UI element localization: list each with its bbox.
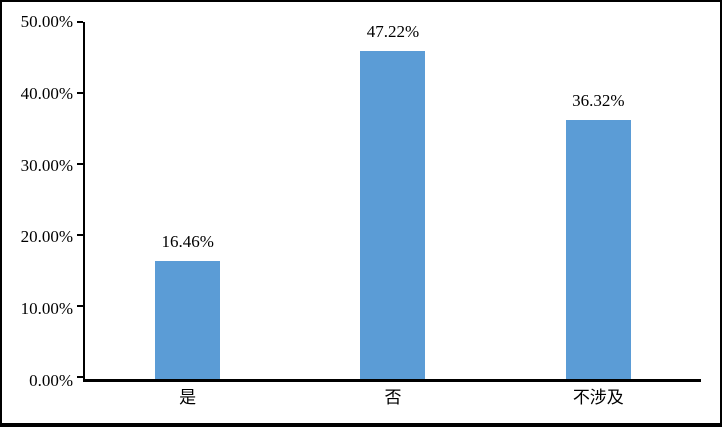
x-axis-labels: 是 否 不涉及 bbox=[85, 387, 701, 409]
y-tick-mark bbox=[77, 305, 83, 307]
bar-1 bbox=[155, 261, 221, 379]
y-axis-labels: 50.00% 40.00% 30.00% 20.00% 10.00% 0.00% bbox=[2, 12, 73, 391]
y-tick-label: 40.00% bbox=[20, 83, 73, 103]
y-tick-mark bbox=[77, 163, 83, 165]
y-tick-mark bbox=[77, 234, 83, 236]
y-tick-label: 0.00% bbox=[29, 370, 73, 390]
data-label-1: 16.46% bbox=[161, 232, 214, 252]
bar-group-1: 16.46% bbox=[85, 22, 290, 379]
bar-3 bbox=[565, 119, 631, 379]
y-tick-label: 10.00% bbox=[20, 299, 73, 319]
x-category-label-1: 是 bbox=[179, 388, 197, 407]
y-tick-label: 50.00% bbox=[20, 12, 73, 31]
data-label-3: 36.32% bbox=[572, 90, 625, 110]
plot-area: 16.46% 47.22% 36.32% bbox=[83, 22, 701, 382]
y-tick-mark bbox=[77, 376, 83, 378]
bar-group-2: 47.22% bbox=[290, 22, 495, 379]
y-tick-label: 30.00% bbox=[20, 155, 73, 175]
y-tick-mark bbox=[77, 92, 83, 94]
data-label-2: 47.22% bbox=[366, 22, 420, 41]
y-tick-mark bbox=[77, 21, 83, 23]
y-tick-label: 20.00% bbox=[20, 227, 73, 247]
bar-group-3: 36.32% bbox=[496, 22, 701, 379]
bar-2 bbox=[360, 51, 426, 379]
x-category-label-3: 不涉及 bbox=[572, 388, 624, 407]
x-category-label-2: 否 bbox=[384, 388, 402, 407]
bar-series: 16.46% 47.22% 36.32% bbox=[85, 22, 701, 379]
y-axis-ticks bbox=[77, 21, 83, 378]
